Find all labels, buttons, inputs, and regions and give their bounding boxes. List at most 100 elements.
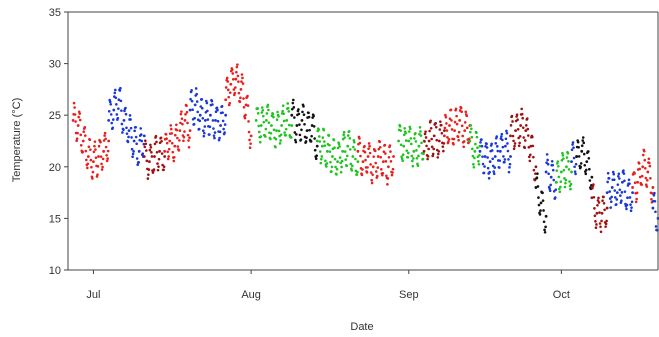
data-point: [169, 127, 173, 131]
data-point: [210, 99, 214, 103]
data-point: [131, 155, 134, 158]
data-point: [86, 166, 89, 170]
data-point: [606, 180, 609, 184]
data-point: [294, 140, 298, 144]
data-point: [556, 160, 560, 163]
data-point: [187, 139, 190, 142]
data-point: [604, 225, 607, 228]
data-point: [92, 160, 95, 164]
data-point: [89, 148, 92, 151]
data-point: [379, 155, 383, 159]
data-point: [325, 162, 329, 165]
data-point: [411, 159, 414, 163]
data-point: [510, 114, 514, 118]
data-point: [351, 164, 354, 168]
data-point: [539, 201, 543, 205]
data-point: [267, 121, 271, 124]
data-point: [638, 175, 642, 179]
data-point: [155, 140, 158, 144]
data-point: [389, 160, 393, 163]
data-point: [147, 160, 151, 164]
data-point: [500, 132, 504, 136]
data-point: [341, 149, 345, 153]
data-point: [110, 121, 114, 125]
data-point: [262, 114, 265, 118]
data-point: [295, 124, 299, 127]
data-point: [583, 163, 587, 167]
data-point: [291, 101, 295, 105]
data-point: [532, 155, 535, 159]
data-point: [267, 108, 270, 112]
data-point: [257, 124, 261, 128]
data-point: [170, 132, 174, 135]
data-point: [193, 103, 197, 107]
data-point: [606, 171, 610, 175]
data-point: [442, 142, 446, 145]
data-point: [508, 166, 511, 169]
data-point: [648, 164, 652, 168]
data-point: [105, 154, 108, 157]
data-point: [335, 167, 339, 171]
data-point: [409, 137, 413, 140]
data-point: [375, 174, 379, 178]
data-point: [371, 165, 375, 169]
data-point: [238, 100, 242, 104]
data-point: [527, 134, 530, 137]
data-point: [563, 177, 566, 180]
data-point: [626, 196, 629, 200]
data-point: [653, 199, 657, 203]
data-point: [534, 165, 538, 169]
data-point: [407, 139, 411, 143]
data-point: [476, 146, 479, 149]
data-point: [200, 106, 204, 110]
data-point: [491, 164, 495, 168]
data-point: [582, 152, 586, 156]
data-point: [452, 142, 455, 146]
data-point: [334, 165, 337, 169]
data-point: [573, 170, 577, 173]
data-point: [187, 145, 191, 149]
data-point: [490, 149, 494, 152]
data-point: [442, 134, 446, 138]
data-point: [144, 142, 148, 146]
data-point: [404, 139, 408, 142]
data-point: [266, 103, 270, 107]
data-point: [532, 168, 536, 172]
data-point: [529, 153, 532, 157]
data-point: [417, 144, 421, 148]
data-point: [387, 165, 390, 169]
data-point: [564, 181, 567, 185]
y-tick-label: 10: [49, 265, 61, 277]
data-point: [490, 142, 493, 146]
data-point: [234, 77, 238, 81]
data-point: [342, 130, 346, 134]
data-point: [228, 101, 232, 105]
data-point: [166, 157, 170, 161]
data-point: [112, 108, 116, 112]
data-point: [356, 170, 359, 174]
data-point: [161, 163, 164, 167]
data-point: [615, 191, 619, 195]
data-point: [88, 138, 92, 142]
data-point: [640, 183, 644, 186]
data-point: [341, 137, 345, 141]
data-point: [340, 165, 343, 169]
data-point: [511, 120, 514, 123]
data-point: [518, 134, 522, 138]
data-point: [347, 130, 351, 133]
data-point: [144, 139, 147, 142]
data-point: [420, 141, 423, 145]
data-point: [614, 203, 618, 206]
data-point: [473, 156, 476, 160]
data-point: [569, 182, 573, 186]
data-point: [277, 115, 280, 118]
data-point: [84, 149, 88, 153]
data-point: [188, 108, 192, 112]
data-point: [427, 139, 431, 143]
data-point: [111, 118, 115, 121]
data-point: [281, 109, 284, 113]
data-point: [382, 150, 386, 153]
data-point: [413, 137, 416, 140]
data-point: [190, 89, 193, 92]
